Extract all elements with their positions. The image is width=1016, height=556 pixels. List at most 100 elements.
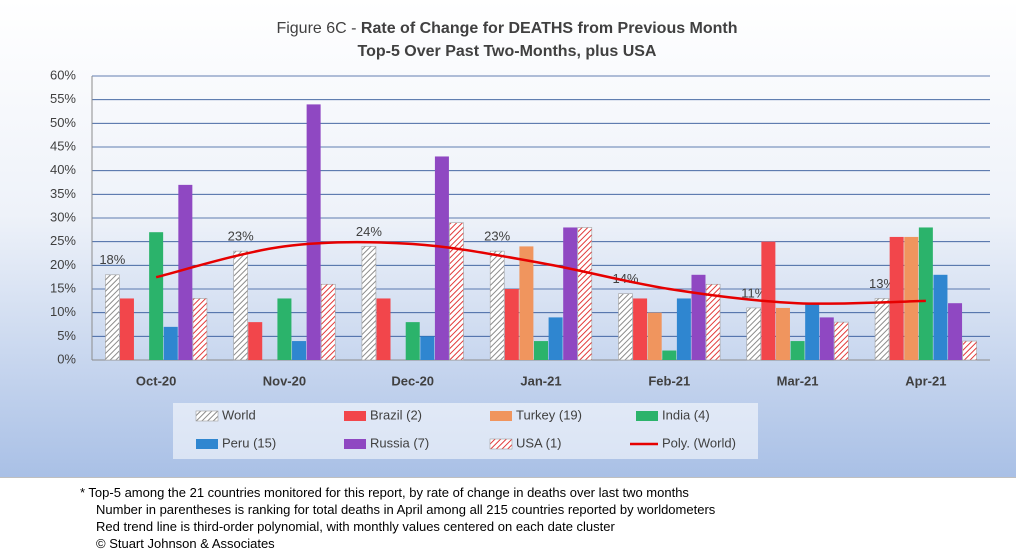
bar [834,321,849,361]
legend-label: World [222,407,256,422]
y-tick-label: 15% [50,280,76,295]
bar [790,341,805,360]
chart: Figure 6C - Rate of Change for DEATHS fr… [0,0,1016,478]
bar [405,322,420,360]
title-prefix: Figure 6C - [276,20,360,37]
bar [192,298,208,361]
bar [548,317,563,360]
bar [691,274,706,360]
bar [361,246,377,361]
bar [449,222,464,361]
legend-box [173,403,758,459]
y-tick-label: 5% [57,328,76,343]
legend-label: Poly. (World) [662,435,736,450]
x-tick-label: Nov-20 [263,373,306,388]
chart-background [0,0,1016,477]
legend-swatch [636,411,658,421]
data-label: 13% [869,276,895,291]
data-label: 11% [741,285,766,300]
data-label: 23% [228,229,254,244]
footnote-line: © Stuart Johnson & Associates [96,536,275,551]
x-tick-label: Dec-20 [391,373,434,388]
bar [504,289,519,360]
legend-label: USA (1) [516,435,562,450]
data-label: 23% [484,229,510,244]
bar [519,246,534,360]
bar [277,298,292,360]
x-tick-label: Jan-21 [520,373,561,388]
bar [178,184,193,360]
bar [420,336,435,360]
bar [163,326,178,360]
legend-swatch [490,411,512,421]
data-label: 24% [356,224,382,239]
bar [775,307,790,360]
bar [434,156,449,360]
x-tick-label: Feb-21 [648,373,690,388]
bar [119,298,134,360]
footnotes: * Top-5 among the 21 countries monitored… [80,484,715,552]
y-tick-label: 35% [50,186,76,201]
bar [563,227,578,360]
legend-label: Brazil (2) [370,407,422,422]
bar [320,283,336,361]
bar [805,303,820,360]
trend-line [155,240,926,305]
legend-swatch [344,439,366,449]
bar [633,298,648,360]
bar [676,298,691,360]
bar [577,227,593,361]
chart-title: Figure 6C - Rate of Change for DEATHS fr… [276,20,737,37]
bar [874,298,890,361]
legend-label: India (4) [662,407,710,422]
bar [534,341,548,360]
y-tick-label: 20% [50,257,76,272]
footnote-line: * Top-5 among the 21 countries monitored… [80,485,689,500]
x-tick-label: Oct-20 [136,373,176,388]
bar [819,317,834,360]
chart-subtitle: Top-5 Over Past Two-Months, plus USA [358,43,657,60]
bar [746,307,762,361]
bar [618,293,633,361]
legend-label: Russia (7) [370,435,429,450]
bar [376,298,391,360]
bar [918,227,933,360]
y-tick-label: 30% [50,209,76,224]
title-main: Rate of Change for DEATHS from Previous … [361,20,738,37]
y-tick-label: 55% [50,91,76,106]
legend-label: Peru (15) [222,435,276,450]
bar [248,322,263,360]
legend-swatch [195,410,219,422]
bar [233,250,248,361]
bar [489,250,505,361]
y-tick-label: 10% [50,304,76,319]
footnote-line: Red trend line is third-order polynomial… [96,519,615,534]
legend-swatch [344,411,366,421]
data-label: 18% [99,252,125,267]
y-tick-label: 0% [57,351,76,366]
y-tick-label: 25% [50,233,76,248]
y-tick-label: 40% [50,162,76,177]
y-tick-label: 50% [50,115,76,130]
bar [662,350,677,360]
bar [948,303,963,360]
bar [962,340,977,361]
legend-swatch [489,438,513,450]
bar [705,283,721,361]
y-tick-label: 60% [50,67,76,82]
bar [889,236,904,360]
bar [149,232,164,360]
x-tick-label: Mar-21 [777,373,819,388]
y-tick-label: 45% [50,138,76,153]
legend-swatch [196,439,218,449]
bar [904,236,919,360]
footnote-line: Number in parentheses is ranking for tot… [96,502,716,517]
bar [647,312,662,360]
legend-label: Turkey (19) [516,407,582,422]
bar [292,341,307,360]
bar [306,104,321,361]
bar [105,274,120,361]
bar [933,274,948,360]
x-tick-label: Apr-21 [905,373,946,388]
